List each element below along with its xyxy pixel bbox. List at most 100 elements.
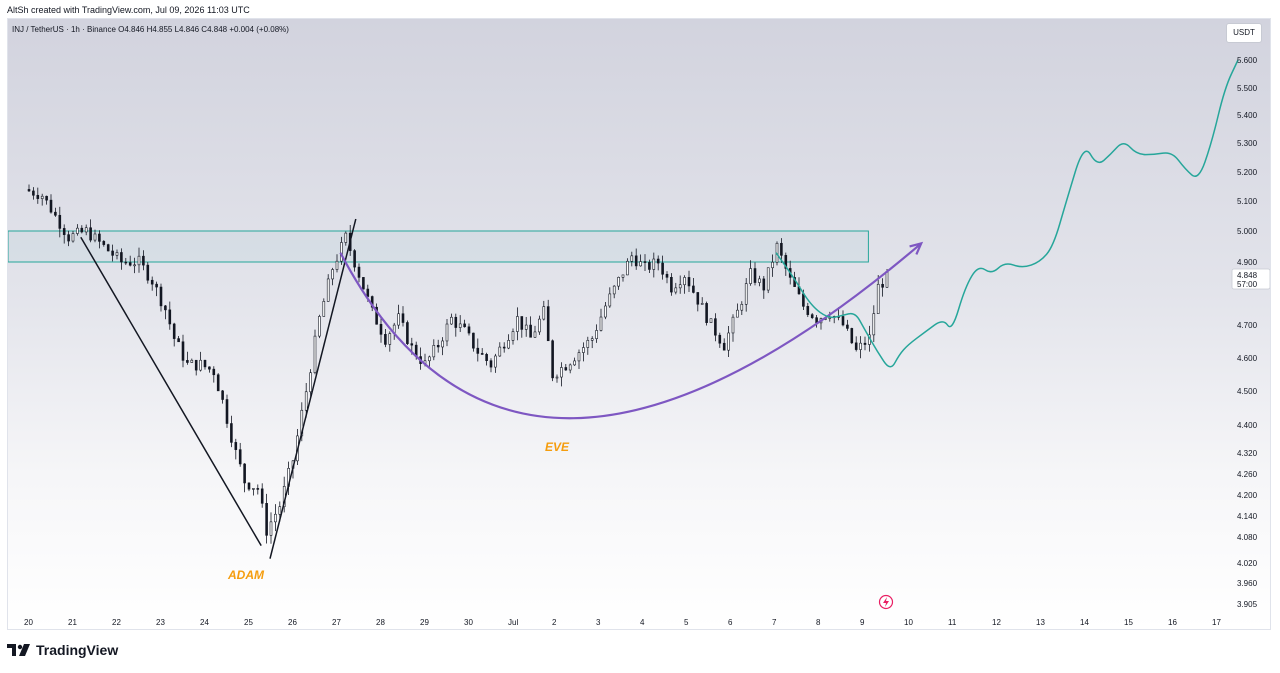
x-tick-label-17: 7 (772, 618, 777, 627)
candle-109 (507, 340, 510, 349)
candle-172 (784, 255, 788, 269)
candle-18 (106, 244, 110, 252)
candle-94 (441, 340, 444, 348)
lightning-icon-glyph (883, 597, 889, 607)
candle-74 (353, 250, 356, 268)
adam-trendline-up[interactable] (269, 218, 357, 559)
candle-69 (331, 269, 334, 280)
candle-128 (590, 338, 594, 341)
candle-1 (32, 190, 35, 196)
candle-139 (639, 261, 642, 267)
candle-19 (111, 250, 114, 256)
y-tick-label-0: 5.600 (1237, 56, 1258, 65)
candle-85 (401, 313, 405, 323)
candle-123 (568, 364, 572, 371)
projected-path[interactable] (775, 59, 1239, 368)
candle-5 (49, 199, 53, 213)
resistance-zone[interactable] (8, 230, 869, 263)
candle-185 (841, 316, 845, 326)
candle-3 (40, 195, 44, 199)
candle-2 (36, 194, 40, 199)
candle-188 (854, 342, 858, 350)
y-tick-label-7: 4.900 (1237, 258, 1258, 267)
x-tick-label-15: 5 (684, 618, 689, 627)
candle-145 (665, 273, 669, 278)
candle-193 (876, 283, 880, 314)
eve-curve-arrowhead (909, 241, 924, 255)
x-tick-label-19: 9 (860, 618, 865, 627)
candle-130 (599, 316, 603, 331)
y-tick-label-3: 5.300 (1237, 139, 1258, 148)
candle-64 (309, 372, 312, 393)
y-tick-label-19: 3.905 (1237, 600, 1258, 609)
candle-16 (98, 233, 101, 242)
candle-55 (269, 521, 273, 536)
candle-195 (885, 271, 889, 288)
candle-162 (740, 303, 744, 311)
candle-157 (718, 334, 722, 344)
candle-113 (524, 324, 528, 330)
x-tick-label-0: 20 (24, 618, 33, 627)
candle-158 (722, 342, 726, 351)
candle-101 (472, 332, 475, 349)
candle-150 (687, 277, 691, 287)
x-tick-label-7: 27 (332, 618, 341, 627)
candle-178 (810, 314, 814, 318)
y-tick-label-1: 5.500 (1237, 84, 1258, 93)
candle-42 (212, 368, 216, 376)
candle-26 (142, 255, 145, 266)
candle-97 (454, 316, 458, 328)
price-chart[interactable]: ADAM EVE 5.600 5.500 5.400 5.300 5.200 5.100 5.0… (8, 19, 1271, 630)
candle-132 (608, 293, 612, 307)
candle-37 (190, 359, 194, 363)
candle-106 (494, 355, 497, 368)
adam-trendline-down[interactable] (80, 236, 262, 547)
currency-badge[interactable]: USDT (1226, 23, 1262, 43)
adam-label: ADAM (227, 568, 265, 582)
candle-22 (124, 261, 128, 264)
candle-186 (846, 324, 849, 329)
candle-41 (208, 366, 211, 370)
chart-panel[interactable]: ADAM EVE 5.600 5.500 5.400 5.300 5.200 5.100 5.0… (7, 18, 1271, 630)
candle-33 (172, 323, 176, 339)
candle-57 (278, 506, 282, 515)
candle-156 (714, 318, 717, 336)
candle-105 (489, 360, 493, 368)
candle-111 (516, 316, 519, 332)
y-tick-label-16: 4.080 (1237, 533, 1258, 542)
x-tick-label-10: 30 (464, 618, 473, 627)
candle-159 (727, 332, 730, 351)
tradingview-brand[interactable]: TradingView (7, 642, 118, 658)
eve-curve[interactable] (339, 242, 922, 420)
candle-17 (102, 241, 106, 245)
candle-63 (304, 391, 308, 411)
x-tick-label-2: 22 (112, 618, 121, 627)
y-tick-label-8: 4.700 (1237, 321, 1258, 330)
candle-107 (498, 346, 502, 357)
candle-71 (340, 242, 343, 262)
candle-133 (612, 285, 616, 295)
candle-127 (586, 340, 590, 348)
candle-76 (362, 277, 365, 290)
candle-120 (555, 376, 559, 379)
candle-118 (546, 306, 550, 342)
candle-70 (335, 260, 339, 270)
candle-131 (604, 305, 607, 318)
y-tick-label-5: 5.100 (1237, 197, 1258, 206)
candle-141 (648, 262, 651, 270)
candle-29 (155, 283, 158, 288)
candle-142 (652, 258, 656, 270)
candle-96 (450, 316, 453, 325)
candle-99 (463, 323, 466, 328)
candle-43 (216, 374, 220, 392)
candle-92 (432, 345, 436, 358)
candle-149 (683, 277, 686, 286)
candle-79 (375, 306, 378, 325)
candle-14 (89, 227, 92, 241)
candle-147 (674, 287, 678, 293)
candle-68 (326, 278, 330, 302)
candle-81 (384, 334, 387, 345)
x-tick-label-11: Jul (508, 618, 518, 627)
candle-125 (577, 352, 581, 362)
candle-189 (859, 342, 862, 350)
